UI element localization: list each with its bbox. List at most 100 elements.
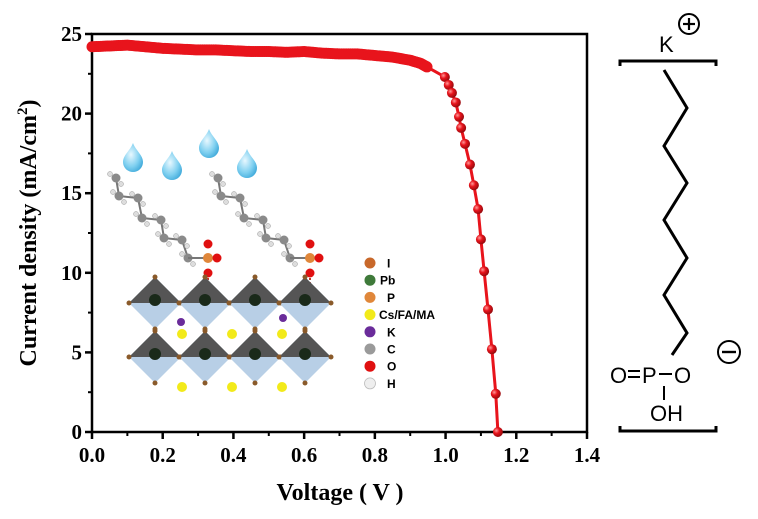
legend-swatch [364, 257, 376, 269]
iodine-atom [252, 380, 258, 386]
y-axis-title: Current density (mA/cm2) [15, 99, 42, 366]
carbon-atom [239, 213, 249, 223]
legend-swatch [364, 377, 376, 390]
data-point [464, 159, 475, 170]
data-point [479, 266, 490, 277]
octahedron-face [279, 331, 331, 357]
octahedron-face [129, 277, 181, 303]
legend-swatch [364, 274, 376, 286]
legend-label: O [387, 360, 396, 374]
cation-atom [277, 329, 287, 339]
water-drop-icon [199, 129, 219, 158]
iodine-atom [276, 300, 282, 306]
cation-atom [277, 382, 287, 392]
hydrogen-atom [144, 221, 150, 227]
hydrogen-atom [184, 243, 190, 249]
x-tick-label: 0.4 [220, 443, 247, 467]
octahedron [276, 328, 334, 386]
hydrogen-atom [223, 199, 229, 205]
oxygen-atom [305, 268, 315, 278]
lead-atom [249, 348, 261, 360]
y-axis-title-sup: 2 [15, 107, 31, 115]
cation-atom [227, 329, 237, 339]
legend-swatch [364, 360, 376, 372]
potassium-atom [177, 318, 185, 326]
oxygen-atom [212, 253, 222, 263]
x-tick-label: 1.0 [432, 443, 458, 467]
plus-charge-icon [678, 13, 700, 35]
iodine-atom [126, 300, 132, 306]
lead-atom [149, 294, 161, 306]
cation-atom [177, 329, 187, 339]
data-point [454, 111, 465, 122]
cation-atom [227, 382, 237, 392]
chemical-structure: K O P O OH [610, 13, 741, 433]
y-tick-label: 20 [61, 102, 82, 126]
carbon-atom [137, 213, 147, 223]
phosphorus-atom [203, 253, 213, 263]
data-point [443, 79, 454, 90]
iodine-atom [202, 274, 208, 280]
y-tick-label: 5 [72, 340, 83, 364]
legend-label: Pb [380, 274, 395, 288]
lead-atom [249, 294, 261, 306]
phosphate-OH: OH [650, 401, 683, 426]
octahedron [276, 274, 334, 332]
hydrogen-atom [235, 211, 241, 217]
iodine-atom [252, 328, 258, 334]
hydrogen-atom [292, 261, 298, 267]
y-axis-title-close: ) [16, 99, 42, 107]
hydrogen-atom [242, 201, 248, 207]
top-bracket [618, 59, 718, 66]
octahedron [226, 328, 284, 386]
legend-entry: H [364, 377, 396, 391]
x-tick-label: 1.4 [574, 443, 601, 467]
octahedron-face [229, 277, 281, 303]
phosphate-O-double: O [610, 363, 627, 388]
hydrogen-atom [107, 171, 113, 177]
lead-atom [299, 294, 311, 306]
hydrogen-atom [110, 189, 116, 195]
iodine-atom [252, 274, 258, 280]
data-point [475, 234, 486, 245]
legend-label: H [387, 377, 396, 391]
legend-entry: K [364, 325, 396, 339]
legend-swatch [364, 291, 376, 303]
hydrogen-atom [209, 171, 215, 177]
carbon-atom [235, 193, 245, 203]
water-drop-icon [162, 151, 182, 180]
octahedron [226, 274, 284, 332]
lead-atom [149, 348, 161, 360]
hydrogen-atom [140, 201, 146, 207]
y-tick-label: 10 [61, 261, 82, 285]
hydrogen-atom [220, 181, 226, 187]
octahedron [126, 274, 184, 332]
lead-atom [199, 294, 211, 306]
hydrogen-atom [212, 189, 218, 195]
hydrogen-atom [254, 213, 260, 219]
cation-atom [177, 382, 187, 392]
data-point [460, 138, 471, 149]
carbon-atom [114, 191, 124, 201]
carbon-atom [159, 233, 169, 243]
hydrogen-atom [286, 243, 292, 249]
iodine-atom [202, 328, 208, 334]
hydrogen-atom [268, 241, 274, 247]
legend-swatch [364, 343, 376, 355]
iodine-atom [152, 380, 158, 386]
hydrogen-atom [118, 181, 124, 187]
plot-frame [90, 32, 589, 434]
legend-label: K [387, 325, 396, 339]
bottom-bracket [618, 426, 718, 433]
carbon-atom [258, 215, 268, 225]
hydrogen-atom [121, 199, 127, 205]
legend-entry: Pb [364, 274, 395, 288]
legend-entry: O [364, 360, 396, 374]
iodine-atom [202, 380, 208, 386]
iodine-atom [302, 328, 308, 334]
hydrogen-atom [231, 191, 237, 197]
data-point [439, 71, 450, 82]
carbon-atom [261, 233, 271, 243]
